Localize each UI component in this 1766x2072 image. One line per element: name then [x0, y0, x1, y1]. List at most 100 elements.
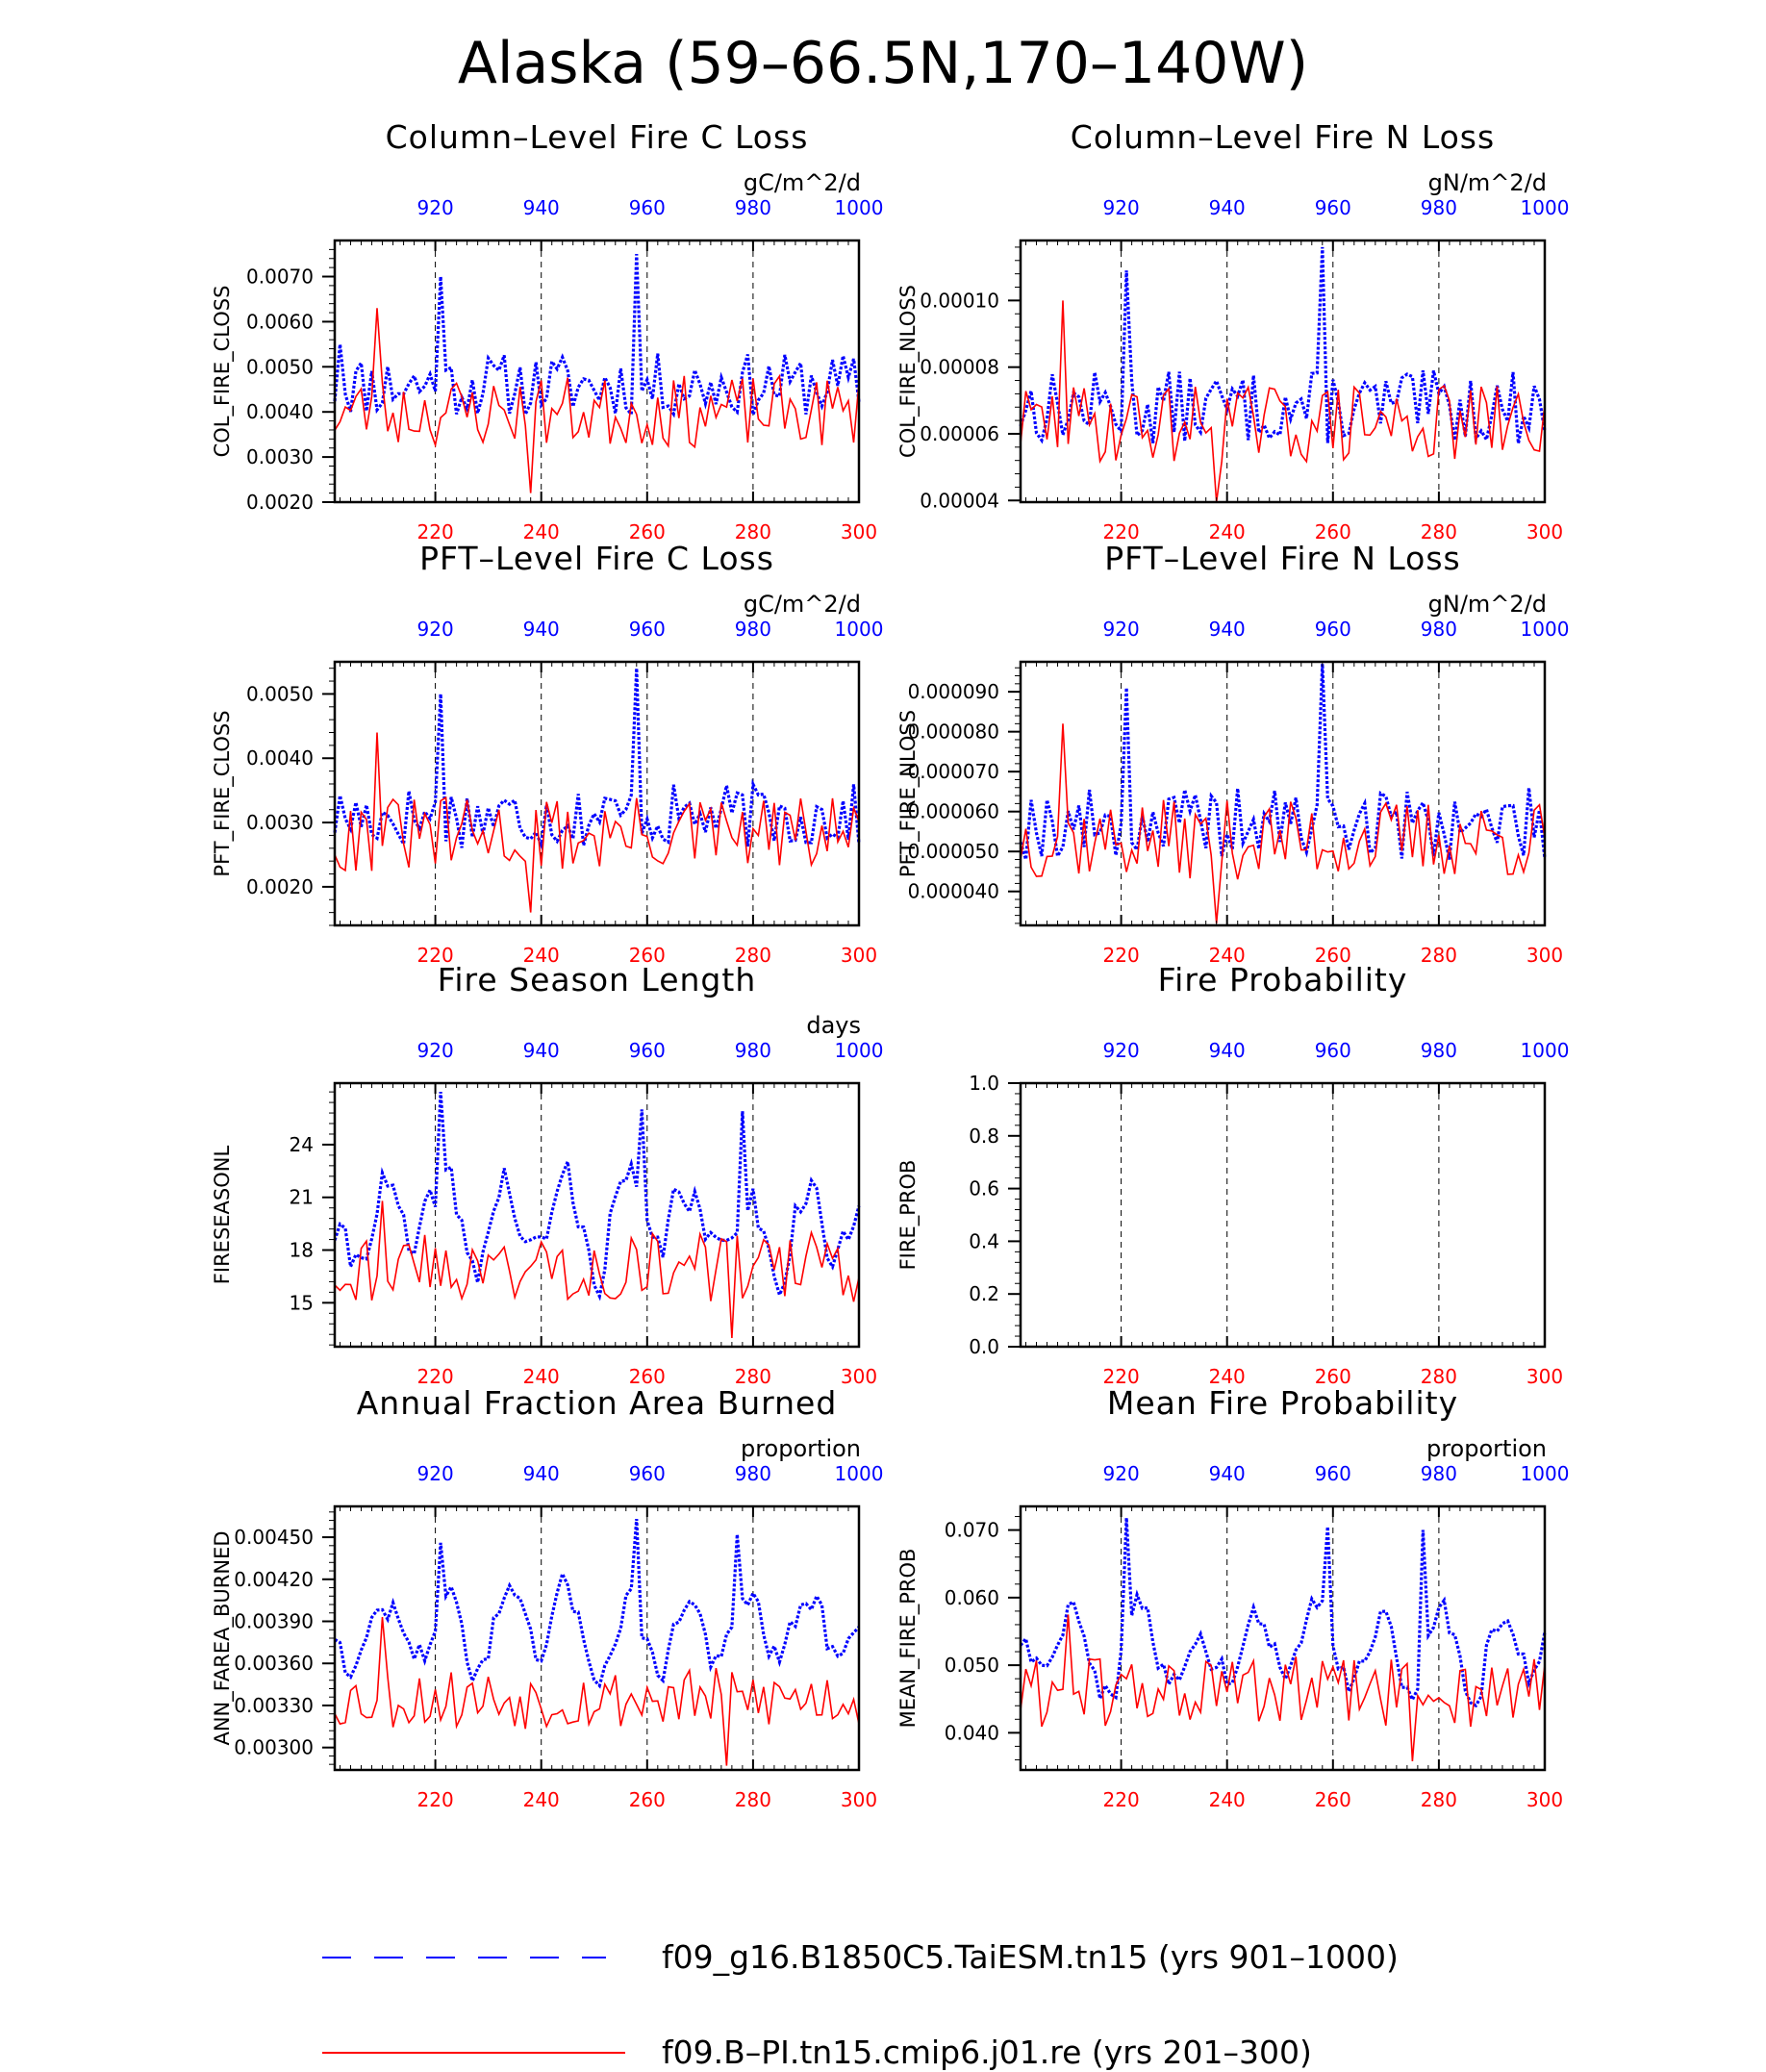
units-label: proportion [741, 1435, 861, 1462]
y-tick-label: 0.060 [945, 1586, 999, 1609]
x-bottom-tick-label: 260 [1315, 1365, 1351, 1388]
panel-title: Mean Fire Probability [1107, 1384, 1458, 1422]
x-bottom-tick-label: 300 [841, 520, 877, 543]
x-bottom-tick-label: 280 [1421, 944, 1457, 967]
series-a-line [333, 668, 861, 851]
panel-3: PFT–Level Fire N Loss gN/m^2/d PFT_FIRE_NL… [896, 540, 1569, 967]
x-top-tick-label: 1000 [835, 1462, 884, 1485]
panels-group: Column–Level Fire C Loss gC/m^2/d COL_FIRE… [211, 118, 1569, 1811]
y-tick-label: 0.0040 [246, 746, 314, 770]
y-tick-label: 0.0030 [246, 811, 314, 834]
panel-2: PFT–Level Fire C Loss gC/m^2/d PFT_FIRE_CL… [211, 540, 883, 967]
x-top-tick-label: 940 [1209, 1039, 1246, 1062]
y-tick-label: 0.00300 [234, 1736, 314, 1759]
x-top-tick-label: 940 [523, 1462, 560, 1485]
y-tick-label: 0.000090 [908, 680, 999, 703]
units-label: proportion [1426, 1435, 1547, 1462]
panel-1: Column–Level Fire N Loss gN/m^2/d COL_FIRE… [896, 118, 1569, 543]
y-axis-label: PFT_FIRE_NLOSS [896, 710, 921, 877]
x-top-tick-label: 960 [1315, 618, 1351, 641]
series-a-line [1019, 246, 1547, 444]
y-axis-label: FIRE_PROB [896, 1160, 921, 1271]
units-label: days [806, 1012, 861, 1039]
x-top-tick-label: 1000 [1521, 196, 1570, 219]
x-top-tick-label: 940 [523, 618, 560, 641]
x-bottom-tick-label: 260 [629, 1788, 666, 1811]
units-label: gN/m^2/d [1428, 591, 1547, 618]
x-bottom-tick-label: 240 [523, 1365, 560, 1388]
x-bottom-tick-label: 260 [1315, 520, 1351, 543]
x-top-tick-label: 1000 [1521, 1462, 1570, 1485]
y-axis-label: ANN_FAREA_BURNED [211, 1530, 235, 1745]
x-top-tick-label: 1000 [1521, 618, 1570, 641]
x-bottom-tick-label: 280 [1421, 1365, 1457, 1388]
series-b-line [1020, 1614, 1546, 1761]
plot-frame [333, 660, 861, 927]
plot-frame [1019, 1504, 1547, 1772]
series-b-line [334, 1200, 860, 1338]
y-tick-label: 0.0070 [246, 265, 314, 289]
y-tick-label: 0.0050 [246, 682, 314, 705]
x-bottom-tick-label: 240 [523, 520, 560, 543]
y-tick-label: 0.000060 [908, 800, 999, 823]
y-tick-label: 0.000070 [908, 760, 999, 783]
x-top-tick-label: 920 [417, 1039, 454, 1062]
x-top-tick-label: 920 [1103, 618, 1140, 641]
x-bottom-tick-label: 220 [417, 1788, 454, 1811]
x-top-tick-label: 980 [1421, 1462, 1457, 1485]
series-b-line [334, 1617, 860, 1766]
y-axis-label: COL_FIRE_NLOSS [896, 285, 921, 458]
y-tick-label: 15 [290, 1291, 314, 1314]
y-tick-label: 0.00008 [920, 356, 999, 379]
x-bottom-tick-label: 220 [417, 520, 454, 543]
x-top-tick-label: 940 [523, 1039, 560, 1062]
x-top-tick-label: 940 [1209, 196, 1246, 219]
x-top-tick-label: 1000 [835, 1039, 884, 1062]
x-top-tick-label: 960 [629, 618, 666, 641]
x-top-tick-label: 1000 [1521, 1039, 1570, 1062]
y-tick-label: 0.050 [945, 1654, 999, 1677]
series-b-line [334, 308, 860, 493]
y-tick-label: 1.0 [969, 1072, 999, 1095]
panel-4: Fire Season Length days FIRESEASONL 220 920 2… [211, 961, 883, 1388]
x-bottom-tick-label: 220 [1103, 520, 1140, 543]
x-top-tick-label: 920 [417, 196, 454, 219]
legend: f09_g16.B1850C5.TaiESM.tn15 (yrs 901–100… [322, 1938, 1399, 2071]
series-b-line [1020, 300, 1546, 503]
x-bottom-tick-label: 300 [1526, 1788, 1563, 1811]
x-bottom-tick-label: 220 [1103, 1365, 1140, 1388]
plot-frame [333, 1504, 861, 1772]
y-tick-label: 0.0050 [246, 355, 314, 378]
x-bottom-tick-label: 300 [841, 1788, 877, 1811]
x-top-tick-label: 980 [735, 1462, 771, 1485]
panel-title: Fire Probability [1158, 961, 1408, 998]
x-bottom-tick-label: 280 [1421, 520, 1457, 543]
x-top-tick-label: 980 [735, 196, 771, 219]
x-top-tick-label: 1000 [835, 196, 884, 219]
y-tick-label: 0.000040 [908, 880, 999, 903]
x-top-tick-label: 1000 [835, 618, 884, 641]
x-top-tick-label: 980 [1421, 1039, 1457, 1062]
y-axis-label: COL_FIRE_CLOSS [211, 286, 235, 458]
y-tick-label: 0.00006 [920, 422, 999, 445]
x-bottom-tick-label: 300 [841, 944, 877, 967]
series-b-line [334, 732, 860, 913]
y-tick-label: 0.00004 [920, 489, 999, 512]
plot-frame [333, 1081, 861, 1349]
x-top-tick-label: 980 [735, 1039, 771, 1062]
y-tick-label: 0.00390 [234, 1610, 314, 1633]
panel-title: PFT–Level Fire C Loss [419, 540, 774, 577]
x-bottom-tick-label: 280 [1421, 1788, 1457, 1811]
y-tick-label: 24 [290, 1133, 314, 1156]
x-bottom-tick-label: 240 [1209, 520, 1246, 543]
x-top-tick-label: 980 [1421, 618, 1457, 641]
y-tick-label: 21 [290, 1186, 314, 1209]
x-top-tick-label: 960 [629, 1462, 666, 1485]
y-tick-label: 0.00010 [920, 289, 999, 312]
units-label: gC/m^2/d [744, 169, 861, 196]
x-bottom-tick-label: 240 [1209, 1788, 1246, 1811]
panel-5: Fire Probability FIRE_PROB 220 920 240 940 260… [896, 961, 1569, 1388]
x-bottom-tick-label: 260 [629, 944, 666, 967]
plot-frame [1019, 239, 1547, 504]
